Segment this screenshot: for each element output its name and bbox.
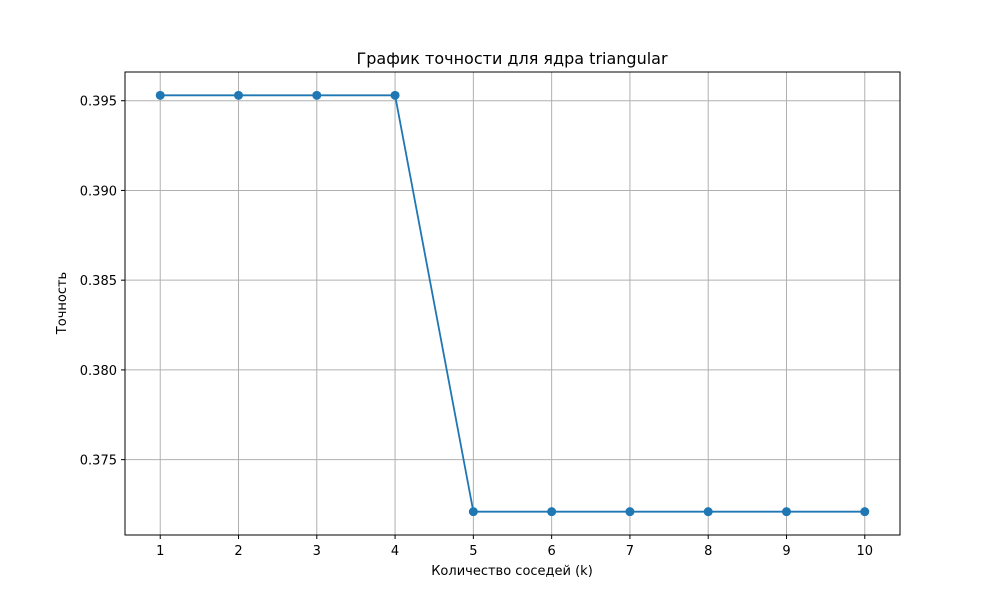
- y-tick-label: 0.385: [80, 274, 117, 289]
- data-point: [390, 90, 400, 100]
- y-tick-label: 0.375: [80, 454, 117, 469]
- x-tick-label: 10: [856, 544, 873, 559]
- plot-frame: [124, 71, 901, 536]
- x-tick-label: 9: [782, 544, 790, 559]
- y-axis-label: Точность: [55, 272, 70, 335]
- x-tick-label: 7: [626, 544, 634, 559]
- data-point: [860, 507, 870, 517]
- data-point: [703, 507, 713, 517]
- data-point: [155, 90, 165, 100]
- x-tick-label: 2: [234, 544, 242, 559]
- data-point: [781, 507, 791, 517]
- data-point: [468, 507, 478, 517]
- data-point: [625, 507, 635, 517]
- x-tick-label: 1: [156, 544, 164, 559]
- x-tick-label: 8: [704, 544, 712, 559]
- x-tick-label: 3: [313, 544, 321, 559]
- x-tick-label: 4: [391, 544, 399, 559]
- data-point: [312, 90, 322, 100]
- grid-lines: [125, 72, 900, 535]
- y-tick-label: 0.390: [80, 184, 117, 199]
- y-tick-label: 0.380: [80, 364, 117, 379]
- x-tick-label: 6: [548, 544, 556, 559]
- x-axis: 1 2 3 4 5 6 7 8 9 10: [156, 535, 873, 559]
- data-point: [547, 507, 557, 517]
- x-tick-label: 5: [469, 544, 477, 559]
- y-axis: 0.375 0.380 0.385 0.390 0.395: [80, 95, 125, 469]
- y-tick-label: 0.395: [80, 95, 117, 110]
- chart-title: График точности для ядра triangular: [356, 49, 667, 68]
- data-point: [234, 90, 244, 100]
- x-axis-label: Количество соседей (k): [431, 564, 593, 579]
- series-layer: [155, 90, 870, 517]
- series-line: [160, 94, 865, 513]
